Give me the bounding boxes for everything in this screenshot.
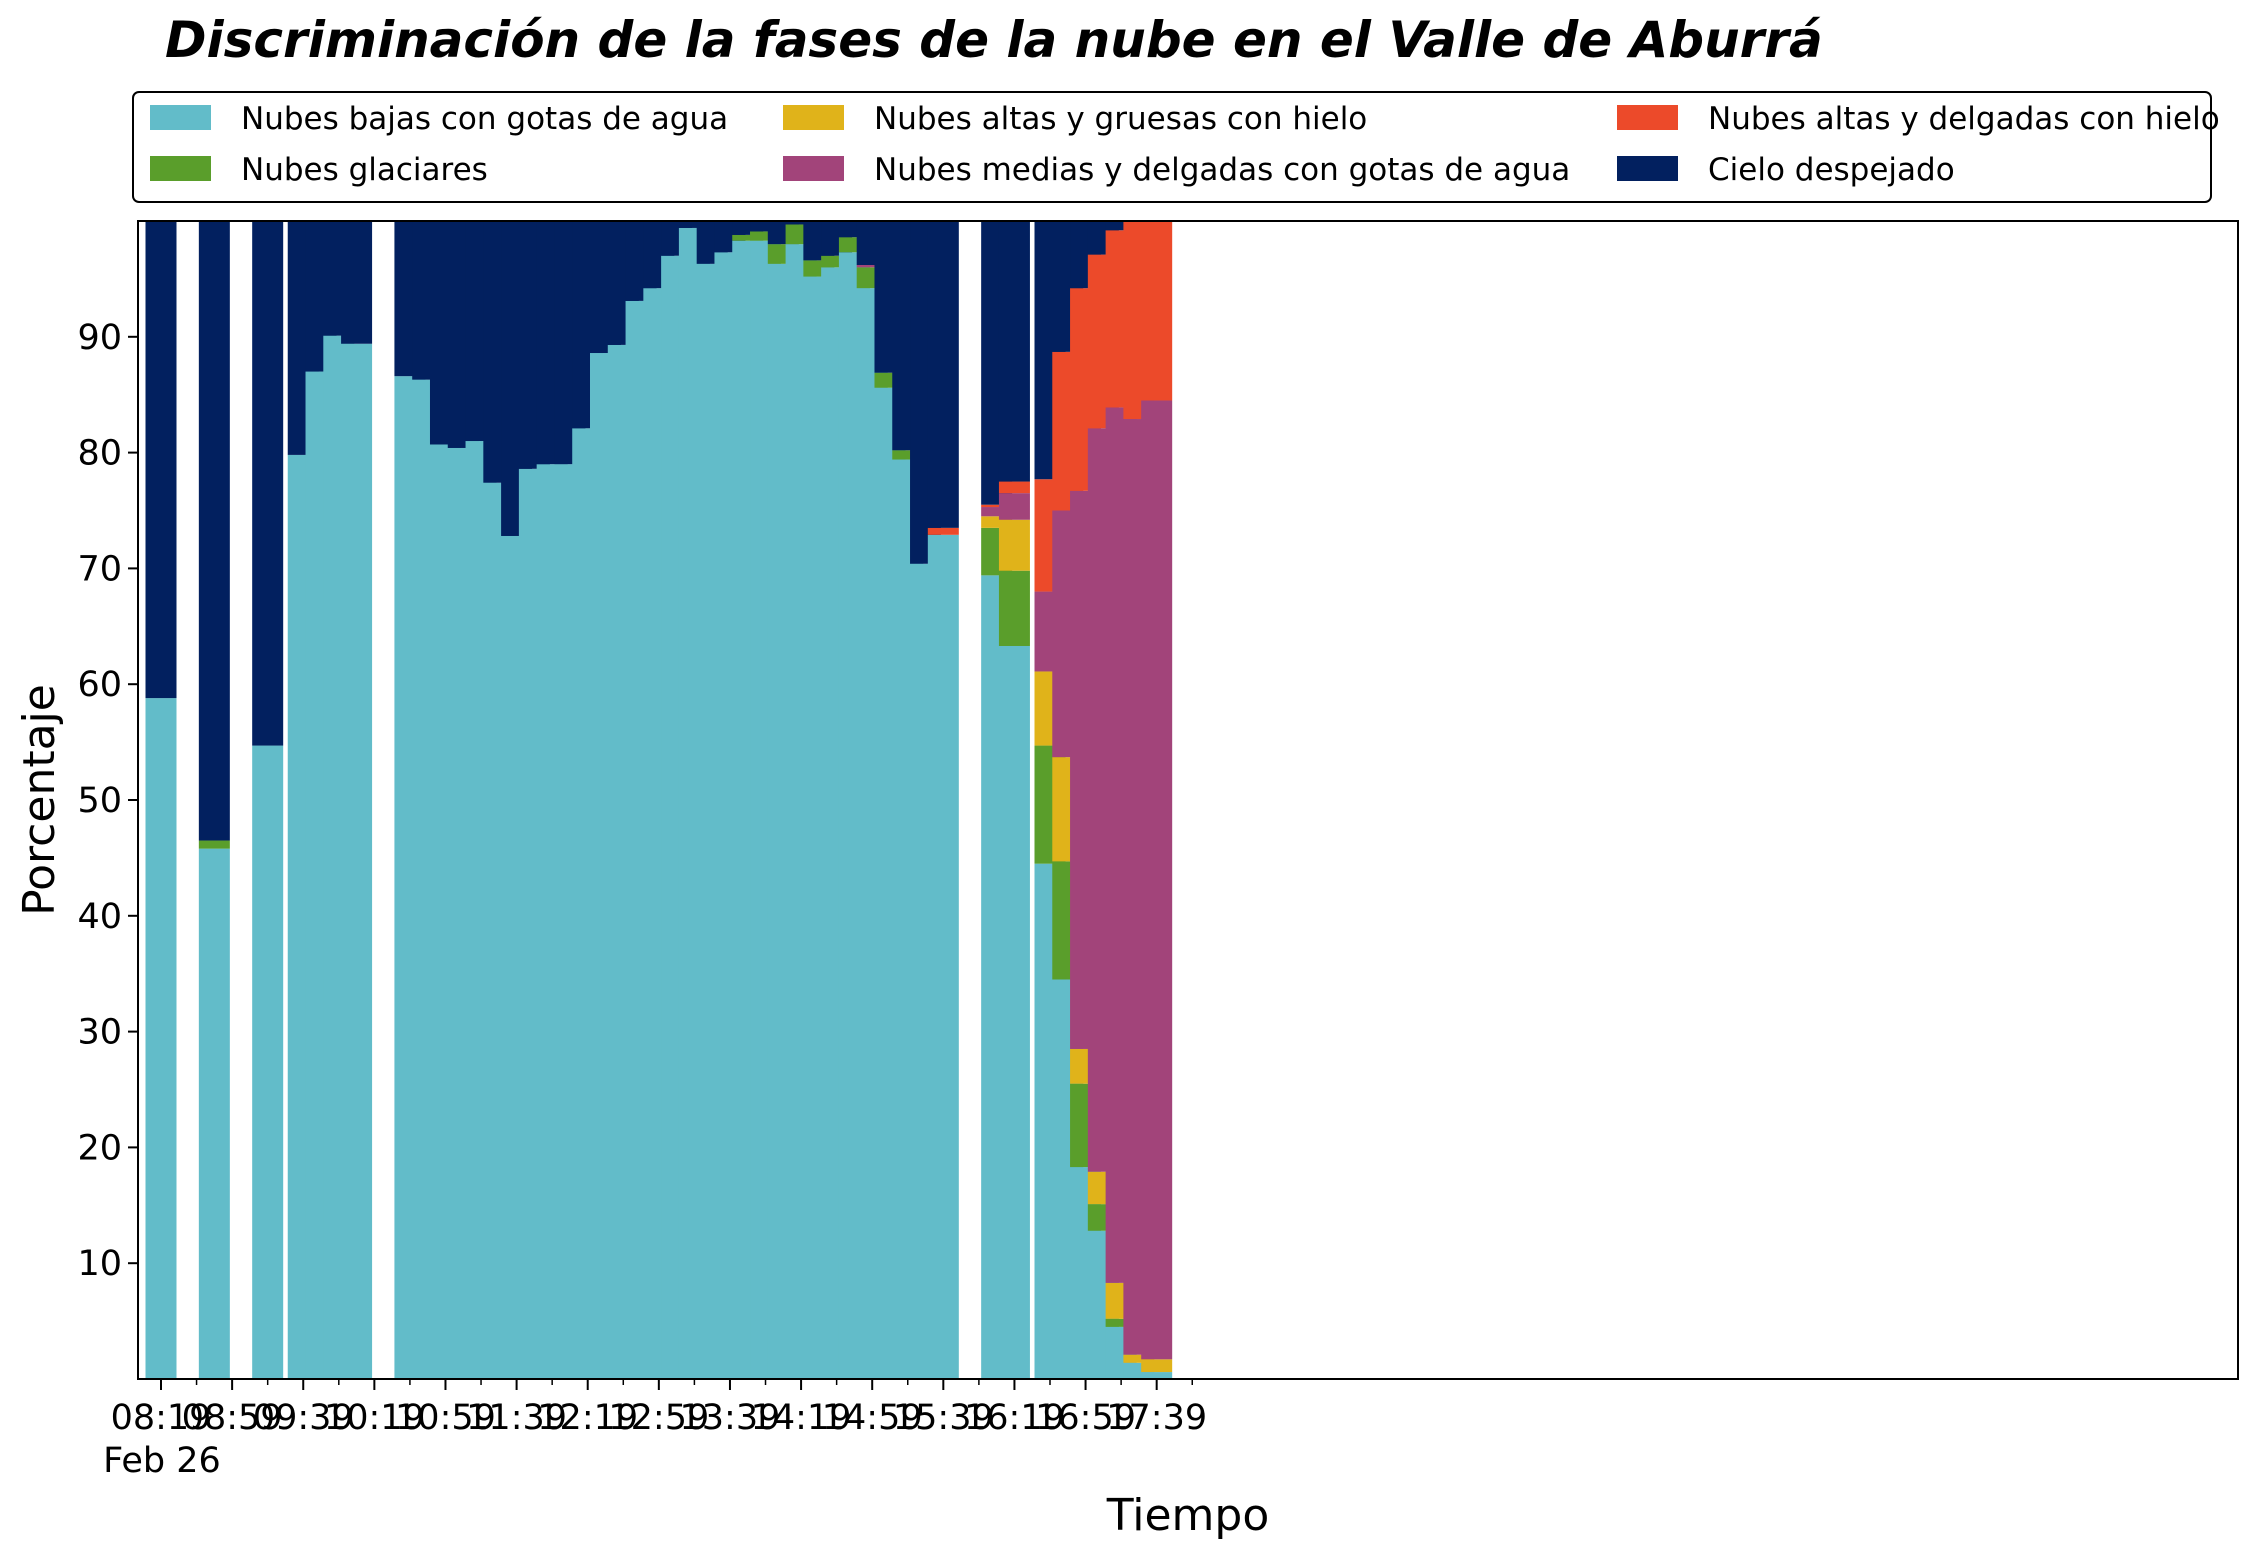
- bar-segment: [1123, 1354, 1155, 1363]
- bar-segment: [981, 507, 1013, 517]
- bar-segment: [998, 493, 1030, 520]
- x-axis: 08:1908:5909:3910:1910:5911:3912:1912:59…: [111, 1379, 1207, 1438]
- bar-segment: [1141, 400, 1173, 1360]
- legend-swatch: [150, 156, 211, 181]
- bar-segment: [145, 221, 177, 699]
- x-tick-label: 16:59: [1035, 1398, 1136, 1438]
- legend-swatch: [783, 156, 844, 181]
- legend: Nubes bajas con gotas de agua Nubes altas…: [132, 91, 2220, 203]
- x-tick-label: 10:59: [395, 1398, 496, 1438]
- bar-segment: [892, 450, 924, 460]
- legend-swatch: [1617, 156, 1678, 181]
- y-tick-label: 40: [77, 897, 122, 937]
- bar-segment: [927, 534, 959, 1379]
- bar-segment: [341, 343, 373, 1379]
- bar-segment: [1105, 221, 1137, 231]
- x-tick-label: 12:59: [608, 1398, 709, 1438]
- bar-segment: [981, 504, 1013, 508]
- x-tick-label: 11:39: [466, 1398, 567, 1438]
- bar-segment: [927, 527, 959, 535]
- bar-segment: [998, 481, 1030, 494]
- bar-segment: [678, 221, 710, 228]
- bar-segment: [145, 698, 177, 1379]
- y-axis-label: Porcentaje: [14, 684, 65, 916]
- y-axis: 10 20 30 40 50 60 70 80 90: [77, 318, 138, 1284]
- bar-stack: [145, 221, 177, 1379]
- bar-segment: [998, 221, 1030, 482]
- bar-segment: [1105, 1318, 1137, 1327]
- bar-segment: [998, 645, 1030, 1379]
- x-axis-label: Tiempo: [1106, 1490, 1270, 1541]
- bar-segment: [252, 221, 284, 746]
- x-tick-label: 14:59: [822, 1398, 923, 1438]
- bar-segment: [750, 231, 782, 241]
- legend-swatch: [1617, 105, 1678, 130]
- y-tick-label: 80: [77, 434, 122, 474]
- bar-segment: [998, 519, 1030, 571]
- legend-entry: Nubes altas y delgadas con hielo: [1708, 101, 2220, 137]
- bar-segment: [998, 570, 1030, 646]
- x-tick-label: 08:19: [111, 1398, 212, 1438]
- y-tick-label: 70: [77, 549, 122, 589]
- bar-stack: [927, 221, 959, 1379]
- x-tick-label: 09:39: [253, 1398, 354, 1438]
- bar-stack: [252, 221, 284, 1379]
- x-tick-label: 13:39: [680, 1398, 781, 1438]
- bar-segment: [732, 234, 764, 241]
- bar-segment: [1141, 1372, 1173, 1379]
- bar-segment: [198, 221, 230, 841]
- bars: [145, 221, 1173, 1380]
- y-tick-label: 60: [77, 665, 122, 705]
- y-tick-label: 50: [77, 781, 122, 821]
- bar-stack: [998, 221, 1030, 1379]
- x-date-label: Feb 26: [103, 1441, 221, 1481]
- bar-stack: [341, 221, 373, 1379]
- legend-swatch: [783, 105, 844, 130]
- bar-segment: [927, 221, 959, 528]
- chart-title: Discriminación de la fases de la nube en…: [165, 11, 1823, 69]
- legend-entry: Nubes glaciares: [241, 152, 488, 188]
- bar-segment: [198, 848, 230, 1379]
- bar-segment: [252, 745, 284, 1379]
- bar-stack: [1141, 221, 1173, 1379]
- x-tick-label: 10:19: [324, 1398, 425, 1438]
- legend-entry: Nubes bajas con gotas de agua: [241, 101, 728, 137]
- legend-entry: Nubes altas y gruesas con hielo: [874, 101, 1367, 137]
- x-tick-label: 12:19: [537, 1398, 638, 1438]
- y-tick-label: 20: [77, 1128, 122, 1168]
- legend-swatch: [150, 105, 211, 130]
- bar-segment: [1141, 221, 1173, 401]
- x-tick-label: 15:39: [893, 1398, 994, 1438]
- bar-segment: [750, 221, 782, 232]
- y-tick-label: 30: [77, 1013, 122, 1053]
- bar-segment: [341, 221, 373, 344]
- bar-segment: [198, 840, 230, 849]
- y-tick-label: 90: [77, 318, 122, 358]
- y-tick-label: 10: [77, 1244, 122, 1284]
- legend-entry: Nubes medias y delgadas con gotas de agu…: [874, 152, 1570, 188]
- legend-entry: Cielo despejado: [1708, 152, 1955, 188]
- x-tick-label: 08:59: [182, 1398, 283, 1438]
- x-tick-label: 14:19: [751, 1398, 852, 1438]
- bar-segment: [821, 255, 853, 268]
- bar-stack: [198, 221, 230, 1379]
- bar-segment: [856, 265, 888, 268]
- bar-segment: [785, 221, 817, 225]
- legend-frame: [132, 91, 2212, 203]
- bar-segment: [1141, 1359, 1173, 1373]
- x-tick-label: 16:19: [964, 1398, 1065, 1438]
- bar-segment: [981, 516, 1013, 528]
- x-tick-label: 17:39: [1106, 1398, 1207, 1438]
